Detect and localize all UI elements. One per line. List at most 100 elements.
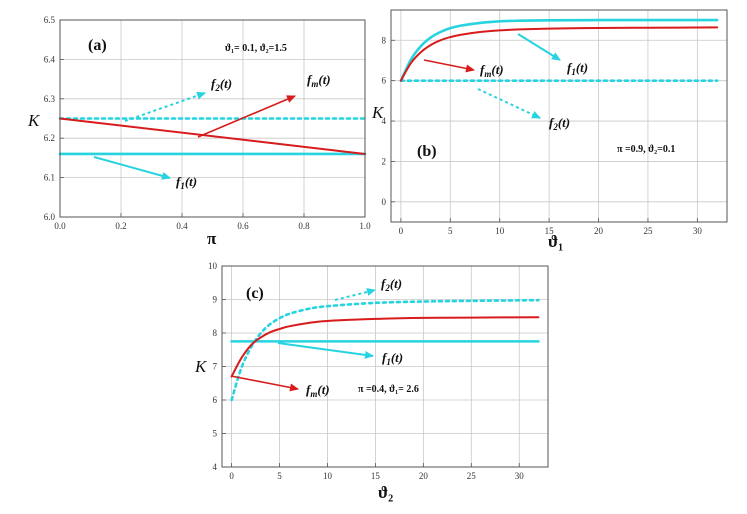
arrow-fm-a: [197, 95, 296, 138]
panel-c: 0 5 10 15 20 25 30 4 5 6 7 8 9 10 (c) π =0.4, ϑ₁= 2.6…: [194, 261, 549, 502]
x-tick-label-c-3: 15: [371, 471, 381, 481]
x-axis-label-c: ϑ₂: [378, 483, 393, 502]
arrow-f2-b: [477, 88, 541, 119]
y-tick-label-a-5: 6.5: [44, 15, 56, 25]
y-tick-label-a-4: 6.4: [44, 54, 56, 64]
x-tick-label-a-0: 0.0: [54, 221, 66, 231]
subscript-2-a: 2: [214, 83, 220, 93]
x-tick-label-c-5: 25: [467, 471, 477, 481]
x-tick-label-c-2: 10: [323, 471, 333, 481]
params-b: π =0.9, ϑ₂=0.1: [617, 144, 675, 155]
series-b: [399, 18, 719, 82]
x-tick-label-b-3: 15: [545, 226, 555, 236]
y-axis-label-a: K: [27, 111, 41, 130]
panel-a: 0.0 0.2 0.4 0.6 0.8 1.0 6.0 6.1 6.2 6.3 6.4 6.5 (a)…: [27, 15, 371, 248]
y-tick-label-c-1: 5: [213, 429, 218, 439]
series-fm-b: [399, 26, 719, 82]
curve-label-f2-c: f2(t): [381, 276, 402, 293]
y-tick-label-a-1: 6.1: [44, 173, 55, 183]
y-tick-label-c-0: 4: [213, 462, 218, 472]
t-arg-a: (t): [220, 76, 232, 91]
curve-label-fm-b: fm(t): [480, 62, 504, 79]
panel-b: 0 5 10 15 20 25 30 0 2 4 6 8 (b) π =0.9, ϑ₂=0.1 K ϑ…: [371, 9, 728, 251]
series-f1-b: [399, 18, 719, 82]
x-tick-label-b-6: 30: [693, 226, 703, 236]
curve-label-f1-c: f1(t): [382, 350, 403, 367]
y-tick-label-c-5: 9: [213, 295, 218, 305]
subscript-1-b: 1: [571, 67, 576, 77]
y-axis-label-b: K: [371, 103, 385, 122]
y-tick-label-b-1: 2: [382, 156, 387, 166]
arrow-f2-a: [124, 91, 206, 122]
x-tick-label-a-3: 0.6: [237, 221, 249, 231]
x-tick-label-b-2: 10: [495, 226, 505, 236]
curve-label-fm-a: fm(t): [307, 72, 331, 89]
subscript-m-b: m: [484, 69, 491, 79]
curve-label-fm-c: fm(t): [306, 382, 330, 399]
curve-label-f2-b: f2(t): [549, 115, 570, 132]
grid-c: [222, 265, 548, 468]
series-fm-c: [230, 316, 540, 378]
panel-label-a: (a): [88, 37, 107, 54]
arrow-fm-c: [230, 375, 299, 392]
x-tick-label-c-0: 0: [229, 471, 234, 481]
y-axis-label-c: K: [194, 357, 208, 376]
t-arg-fm-a: (t): [318, 72, 330, 87]
y-tick-label-c-6: 10: [208, 261, 218, 271]
t-arg-fm-c: (t): [317, 382, 329, 397]
series-f2-c: [230, 298, 540, 402]
curve-label-f2-a: f2(t): [211, 76, 232, 93]
plot-frame-b: [390, 9, 728, 223]
x-tick-label-a-5: 1.0: [359, 221, 371, 231]
x-tick-label-c-1: 5: [277, 471, 282, 481]
x-axis-label-b: ϑ₁: [548, 232, 563, 251]
subscript-2-c: 2: [384, 283, 390, 293]
y-tick-label-a-0: 6.0: [44, 212, 56, 222]
y-tick-label-a-3: 6.3: [44, 94, 56, 104]
x-tick-label-c-4: 20: [419, 471, 429, 481]
t-arg-f1-b: (t): [576, 60, 588, 75]
x-tick-label-a-1: 0.2: [115, 221, 126, 231]
t-arg-fm-b: (t): [491, 62, 503, 77]
ticks-a: 0.0 0.2 0.4 0.6 0.8 1.0 6.0 6.1 6.2 6.3 6.4 6.5: [44, 15, 371, 231]
series-c: [230, 298, 540, 402]
panel-label-c: (c): [246, 285, 264, 302]
subscript-m-c: m: [310, 389, 317, 399]
t-arg-f2-b: (t): [558, 115, 570, 130]
params-a: ϑ₁= 0.1, ϑ₂=1.5: [225, 43, 287, 54]
t-arg-f1-a: (t): [185, 174, 197, 189]
y-tick-label-b-3: 6: [382, 76, 387, 86]
y-tick-label-b-2: 4: [382, 116, 387, 126]
y-tick-label-b-0: 0: [382, 197, 387, 207]
subscript-m-a: m: [311, 79, 318, 89]
y-tick-label-a-2: 6.2: [44, 133, 55, 143]
x-tick-label-a-4: 0.8: [298, 221, 310, 231]
subscript-1-c: 1: [386, 357, 391, 367]
arrow-f1-b: [517, 33, 561, 61]
t-arg-f2-c: (t): [390, 276, 402, 291]
grid-b: [391, 10, 727, 222]
ticks-b: 0 5 10 15 20 25 30 0 2 4 6 8: [382, 35, 703, 236]
subscript-1-a: 1: [180, 181, 185, 191]
x-tick-label-c-6: 30: [515, 471, 525, 481]
curve-label-f1-b: f1(t): [567, 60, 588, 77]
x-tick-label-b-0: 0: [399, 226, 404, 236]
subscript-2-b: 2: [552, 122, 558, 132]
y-tick-label-c-4: 8: [213, 328, 218, 338]
series-a: [58, 117, 367, 156]
panel-label-b: (b): [417, 143, 437, 160]
arrow-f1-c: [277, 342, 374, 359]
ticks-c: 0 5 10 15 20 25 30 4 5 6 7 8 9 10: [208, 261, 524, 481]
x-tick-label-b-5: 25: [643, 226, 653, 236]
arrow-fm-b: [423, 59, 475, 73]
plot-frame-a: [59, 19, 366, 218]
x-axis-label-a: π: [207, 229, 217, 248]
arrow-f1-a: [93, 156, 171, 180]
curve-label-f1-a: f1(t): [176, 174, 197, 191]
x-tick-label-a-2: 0.4: [176, 221, 188, 231]
params-c: π =0.4, ϑ₁= 2.6: [358, 384, 419, 395]
series-fm-a: [59, 117, 366, 155]
y-tick-label-c-3: 7: [213, 362, 218, 372]
t-arg-f1-c: (t): [391, 350, 403, 365]
